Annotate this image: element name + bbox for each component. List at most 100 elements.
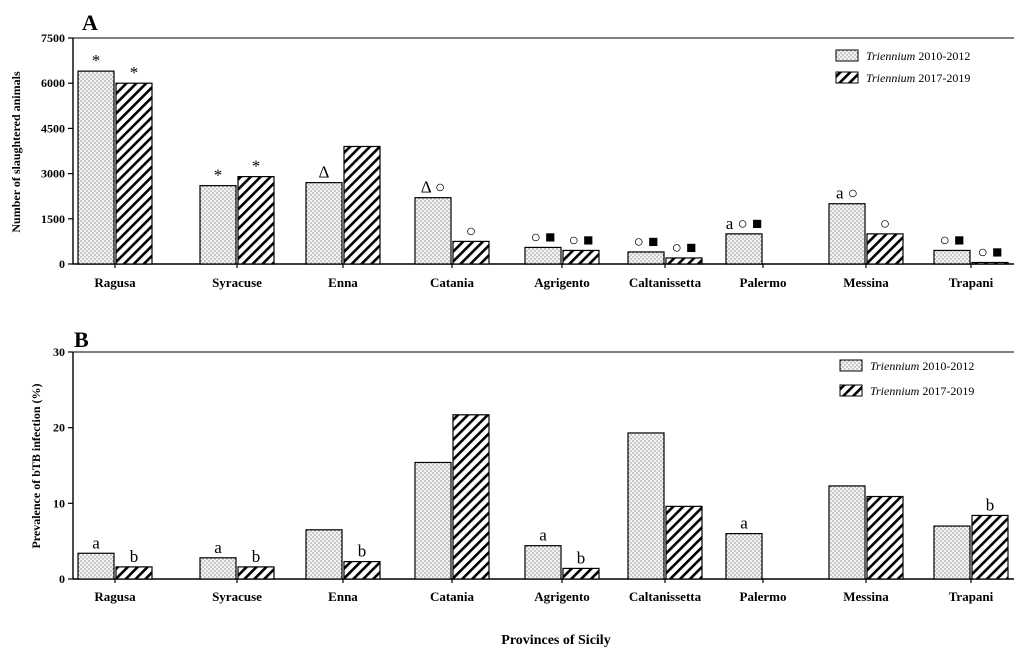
bar-series-1 (725, 233, 763, 265)
bar-annotation: * (252, 157, 261, 176)
legend-label: Triennium 2010-2012 (866, 49, 970, 63)
panel-label: A (82, 10, 98, 35)
bar-annotation: a (539, 526, 547, 545)
bar-series-2 (971, 261, 1009, 265)
bar-series-1 (524, 246, 562, 265)
bar-series-2 (115, 566, 153, 580)
bar-annotation: b (130, 547, 139, 566)
bar-series-1 (199, 557, 237, 580)
bar-annotation: ○ (466, 221, 476, 240)
bar-series-2 (665, 505, 703, 580)
bar-series-2 (562, 249, 600, 265)
bar-annotation: a ○ ■ (726, 214, 763, 233)
bar-series-1 (77, 552, 115, 580)
category-label: Palermo (740, 275, 787, 290)
bar-series-2 (971, 514, 1009, 580)
legend-label-italic: Triennium (870, 384, 920, 398)
bar-series-1 (305, 182, 343, 265)
bar-annotation: ○ (880, 214, 890, 233)
category-label: Caltanissetta (629, 275, 702, 290)
bar-series-1 (725, 532, 763, 580)
bar-annotation: ○ ■ (569, 230, 594, 249)
y-tick-label: 1500 (41, 212, 65, 226)
bar-annotation: ○ ■ (634, 232, 659, 251)
bar-series-1 (305, 529, 343, 580)
bar-series-1 (627, 251, 665, 265)
legend-label: Triennium 2017-2019 (870, 384, 974, 398)
category-label: Syracuse (212, 589, 262, 604)
bar-annotation: b (986, 495, 995, 514)
bar-annotation: ○ ■ (531, 227, 556, 246)
category-label: Syracuse (212, 275, 262, 290)
category-label: Agrigento (534, 275, 590, 290)
bar-series-2 (237, 566, 275, 580)
bar-series-1 (414, 461, 452, 580)
legend-label-years: 2017-2019 (915, 71, 970, 85)
bar-series-1 (828, 203, 866, 265)
category-label: Catania (430, 275, 475, 290)
legend-label-years: 2010-2012 (915, 49, 970, 63)
bar-series-2 (343, 145, 381, 265)
category-label: Palermo (740, 589, 787, 604)
legend-label-years: 2017-2019 (919, 384, 974, 398)
bar-annotation: a (740, 514, 748, 533)
legend-swatch (839, 384, 863, 397)
y-tick-label: 10 (53, 496, 65, 510)
bar-annotation: b (577, 548, 586, 567)
legend-label: Triennium 2017-2019 (866, 71, 970, 85)
x-axis-title: Provinces of Sicily (501, 633, 610, 648)
y-tick-label: 7500 (41, 31, 65, 45)
legend-swatch (835, 49, 859, 62)
bar-annotation: ○ ■ (672, 238, 697, 257)
category-label: Ragusa (94, 275, 136, 290)
category-label: Messina (843, 275, 889, 290)
y-tick-label: 30 (53, 345, 65, 359)
bar-series-2 (237, 176, 275, 265)
legend-label-italic: Triennium (866, 71, 916, 85)
y-tick-label: 3000 (41, 167, 65, 181)
bar-series-1 (933, 249, 971, 265)
bar-series-1 (627, 432, 665, 580)
y-axis-title: Number of slaughtered animals (9, 71, 23, 233)
category-label: Trapani (949, 589, 994, 604)
bar-annotation: a (92, 533, 100, 552)
y-tick-label: 6000 (41, 76, 65, 90)
bar-annotation: Δ (319, 163, 330, 182)
bar-series-2 (343, 560, 381, 580)
bar-series-2 (866, 233, 904, 265)
category-label: Enna (328, 589, 358, 604)
bar-annotation: * (214, 166, 223, 185)
legend-swatch (835, 71, 859, 84)
y-tick-label: 0 (59, 572, 65, 586)
bar-series-1 (414, 197, 452, 265)
legend-label: Triennium 2010-2012 (870, 359, 974, 373)
bar-series-1 (933, 525, 971, 580)
bar-annotation: * (130, 63, 139, 82)
bar-annotation: * (92, 51, 101, 70)
bar-annotation: a ○ (836, 184, 858, 203)
legend-swatch (839, 359, 863, 372)
legend-label-italic: Triennium (866, 49, 916, 63)
category-label: Trapani (949, 275, 994, 290)
y-axis-title: Prevalence of bTB infection (%) (29, 383, 43, 548)
bar-annotation: a (214, 538, 222, 557)
legend-label-years: 2010-2012 (919, 359, 974, 373)
bar-series-1 (199, 185, 237, 265)
bar-series-2 (115, 82, 153, 265)
category-label: Messina (843, 589, 889, 604)
bar-series-2 (866, 495, 904, 580)
bar-series-1 (524, 545, 562, 580)
bar-annotation: ○ ■ (978, 242, 1003, 261)
y-tick-label: 0 (59, 257, 65, 271)
y-tick-label: 20 (53, 421, 65, 435)
bar-annotation: b (358, 542, 367, 561)
panel-label: B (74, 327, 89, 352)
legend-label-italic: Triennium (870, 359, 920, 373)
chart-panel-a: 0 1500 3000 4500 6000 7500 A Number of slaughte… (9, 10, 1014, 290)
category-label: Enna (328, 275, 358, 290)
category-label: Catania (430, 589, 475, 604)
bar-series-2 (452, 240, 490, 265)
bar-series-2 (665, 257, 703, 265)
bar-annotation: Δ ○ (421, 178, 446, 197)
